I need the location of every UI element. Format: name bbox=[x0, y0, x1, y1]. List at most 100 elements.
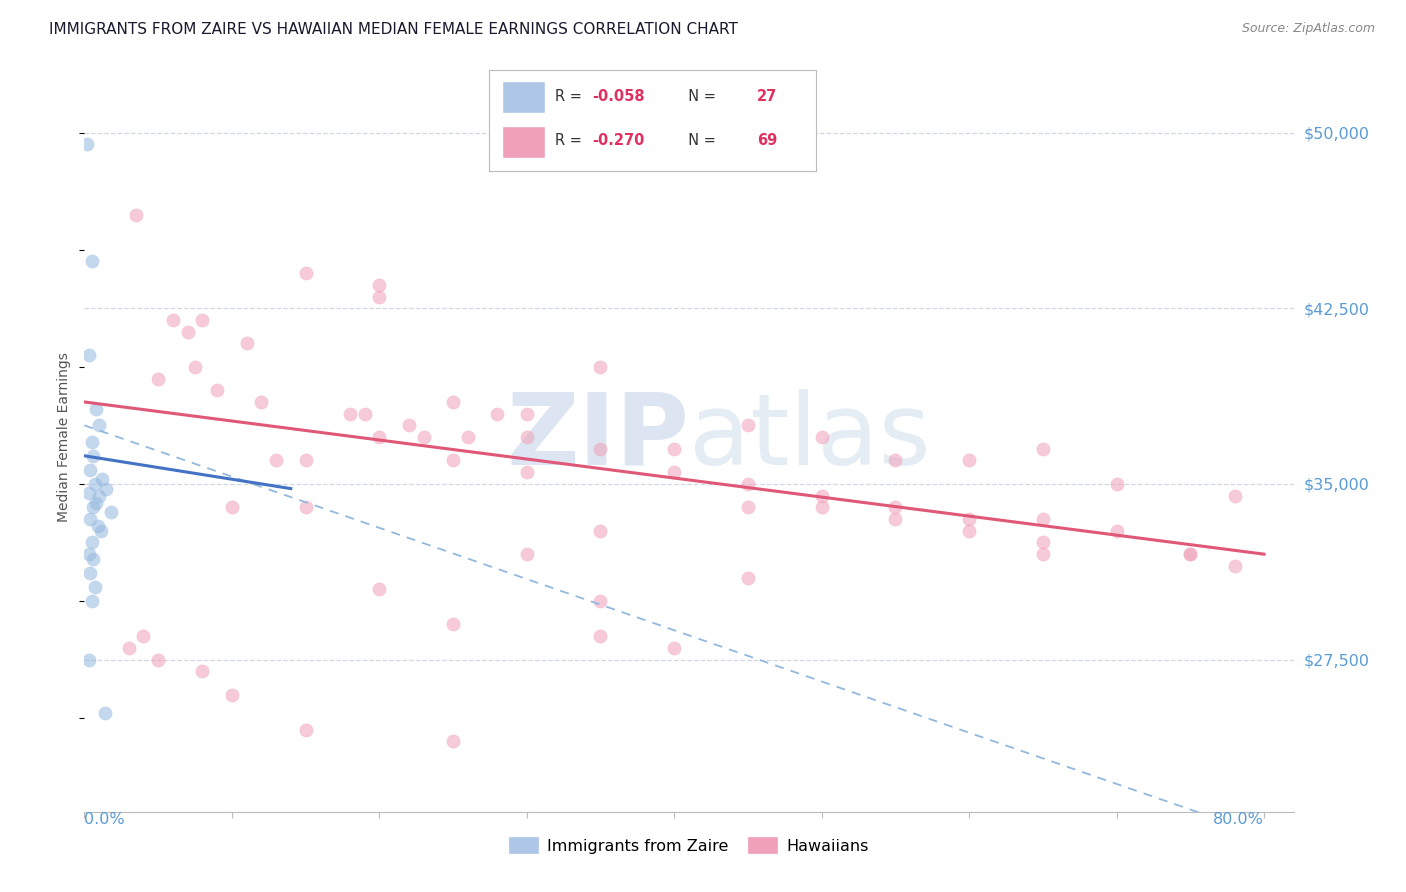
Point bbox=[884, 500, 907, 515]
Point bbox=[1223, 489, 1246, 503]
Point bbox=[339, 407, 361, 421]
Point bbox=[83, 580, 105, 594]
Text: 80.0%: 80.0% bbox=[1213, 812, 1264, 827]
Point bbox=[737, 500, 759, 515]
Point bbox=[486, 407, 509, 421]
Y-axis label: Median Female Earnings: Median Female Earnings bbox=[58, 352, 72, 522]
Point bbox=[90, 524, 112, 538]
Point bbox=[146, 371, 169, 385]
Point bbox=[84, 496, 107, 510]
Point bbox=[184, 359, 207, 374]
Legend: Immigrants from Zaire, Hawaiians: Immigrants from Zaire, Hawaiians bbox=[503, 831, 875, 860]
Point bbox=[810, 430, 832, 444]
Point bbox=[76, 137, 98, 152]
Point bbox=[664, 442, 686, 456]
Point bbox=[884, 512, 907, 526]
Point bbox=[100, 505, 122, 519]
Point bbox=[221, 500, 243, 515]
Point bbox=[87, 489, 110, 503]
Point bbox=[264, 453, 287, 467]
Point bbox=[294, 453, 316, 467]
Point bbox=[1105, 524, 1128, 538]
Point bbox=[235, 336, 257, 351]
Point bbox=[1032, 442, 1054, 456]
Point bbox=[125, 208, 148, 222]
Point bbox=[79, 566, 101, 580]
Point bbox=[79, 512, 101, 526]
Point bbox=[96, 482, 118, 496]
Text: 0.0%: 0.0% bbox=[84, 812, 125, 827]
Point bbox=[957, 512, 980, 526]
Point bbox=[87, 418, 110, 433]
Point bbox=[82, 500, 104, 515]
Point bbox=[117, 640, 139, 655]
Point bbox=[441, 395, 464, 409]
Point bbox=[589, 442, 612, 456]
Point bbox=[77, 652, 100, 666]
Point bbox=[516, 430, 538, 444]
Point bbox=[457, 430, 479, 444]
Point bbox=[82, 551, 104, 566]
Point bbox=[589, 359, 612, 374]
Point bbox=[441, 734, 464, 748]
Point bbox=[353, 407, 375, 421]
Text: ZIP: ZIP bbox=[506, 389, 689, 485]
Point bbox=[79, 463, 101, 477]
Point bbox=[412, 430, 434, 444]
Point bbox=[77, 486, 100, 500]
Point bbox=[1032, 512, 1054, 526]
Point bbox=[884, 453, 907, 467]
Point bbox=[810, 500, 832, 515]
Text: atlas: atlas bbox=[689, 389, 931, 485]
Point bbox=[221, 688, 243, 702]
Point bbox=[82, 449, 104, 463]
Point bbox=[516, 465, 538, 479]
Point bbox=[1032, 547, 1054, 561]
Text: Source: ZipAtlas.com: Source: ZipAtlas.com bbox=[1241, 22, 1375, 36]
Point bbox=[1180, 547, 1202, 561]
Point bbox=[1105, 476, 1128, 491]
Point bbox=[737, 571, 759, 585]
Point bbox=[132, 629, 155, 643]
Point bbox=[737, 476, 759, 491]
Point bbox=[294, 266, 316, 280]
Point bbox=[77, 547, 100, 561]
Point bbox=[80, 535, 103, 549]
Point bbox=[91, 472, 114, 486]
Point bbox=[589, 629, 612, 643]
Point bbox=[176, 325, 198, 339]
Point bbox=[589, 594, 612, 608]
Point bbox=[516, 407, 538, 421]
Text: IMMIGRANTS FROM ZAIRE VS HAWAIIAN MEDIAN FEMALE EARNINGS CORRELATION CHART: IMMIGRANTS FROM ZAIRE VS HAWAIIAN MEDIAN… bbox=[49, 22, 738, 37]
Point bbox=[80, 594, 103, 608]
Point bbox=[294, 500, 316, 515]
Point bbox=[86, 519, 108, 533]
Point bbox=[810, 489, 832, 503]
Point bbox=[368, 277, 391, 292]
Point bbox=[1032, 535, 1054, 549]
Point bbox=[191, 313, 214, 327]
Point bbox=[368, 289, 391, 303]
Point bbox=[664, 465, 686, 479]
Point bbox=[737, 418, 759, 433]
Point bbox=[162, 313, 184, 327]
Point bbox=[84, 401, 107, 416]
Point bbox=[294, 723, 316, 737]
Point bbox=[250, 395, 273, 409]
Point bbox=[516, 547, 538, 561]
Point bbox=[441, 453, 464, 467]
Point bbox=[441, 617, 464, 632]
Point bbox=[664, 640, 686, 655]
Point bbox=[1223, 558, 1246, 573]
Point bbox=[368, 430, 391, 444]
Point bbox=[205, 384, 228, 398]
Point bbox=[77, 348, 100, 362]
Point bbox=[1180, 547, 1202, 561]
Point bbox=[398, 418, 420, 433]
Point bbox=[83, 476, 105, 491]
Point bbox=[191, 664, 214, 679]
Point bbox=[957, 453, 980, 467]
Point bbox=[589, 524, 612, 538]
Point bbox=[146, 652, 169, 666]
Point bbox=[957, 524, 980, 538]
